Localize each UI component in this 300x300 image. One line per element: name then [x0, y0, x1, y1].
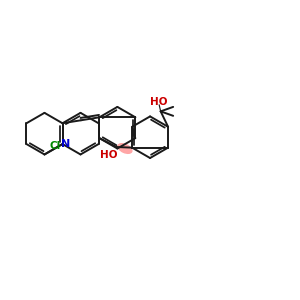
- Ellipse shape: [117, 143, 133, 154]
- Text: HO: HO: [100, 150, 118, 161]
- Text: Cl: Cl: [50, 140, 61, 151]
- Text: N: N: [61, 139, 71, 149]
- Text: HO: HO: [149, 98, 167, 107]
